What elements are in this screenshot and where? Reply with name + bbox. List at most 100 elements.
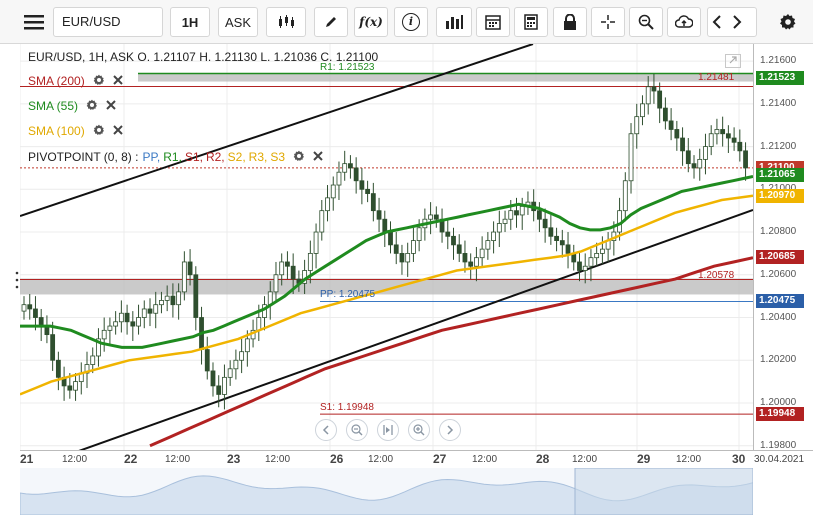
zoom-out-button[interactable] <box>346 419 368 441</box>
pivot-close-icon[interactable] <box>313 150 323 164</box>
legend-pivot-r3: R3, <box>248 150 268 164</box>
draw-button[interactable] <box>314 7 348 37</box>
zoom-button[interactable] <box>629 7 663 37</box>
prev-arrow-icon[interactable] <box>712 15 732 29</box>
zoom-in-button[interactable] <box>408 419 430 441</box>
candle-body <box>474 257 479 267</box>
ohlc-info: EUR/USD, 1H, ASK O. 1.21107 H. 1.21130 L… <box>28 50 379 64</box>
candle-body <box>290 265 296 280</box>
candle-body <box>348 163 353 169</box>
sma55-gear-icon[interactable] <box>86 99 98 114</box>
candle-body <box>645 86 651 105</box>
crosshair-button[interactable] <box>591 7 625 37</box>
price-tick-label: 1.20400 <box>760 311 797 323</box>
candle-body <box>668 120 674 130</box>
price-badge: 1.20685 <box>756 249 804 264</box>
candle-body <box>222 376 227 395</box>
magnifier-icon <box>638 14 654 30</box>
legend-pivotpoint: PIVOTPOINT (0, 8) : PP, R1, S1, R2, S2, … <box>28 148 323 166</box>
chart-type-button[interactable] <box>266 7 306 37</box>
price-type-button[interactable]: ASK <box>218 7 258 37</box>
candle-body <box>411 240 416 254</box>
settings-button[interactable] <box>772 7 804 37</box>
menu-button[interactable] <box>19 7 49 37</box>
candle-body <box>176 291 182 306</box>
timeframe-button[interactable]: 1H <box>170 7 210 37</box>
level-b-label: 1.20578 <box>698 270 735 281</box>
symbol-input[interactable]: EUR/USD <box>53 7 163 37</box>
time-tick-label: 30 <box>732 452 746 466</box>
price-tick-label: 1.21400 <box>760 97 797 109</box>
chart-area[interactable]: EUR/USD, 1H, ASK O. 1.21107 H. 1.21130 L… <box>20 44 753 450</box>
sma100-close-icon[interactable] <box>112 124 123 138</box>
calendar-button[interactable] <box>476 7 510 37</box>
legend-pivot-label[interactable]: PIVOTPOINT (0, 8) : <box>28 150 139 164</box>
candle-body <box>113 321 119 327</box>
candle-body <box>233 359 239 370</box>
lower-trend-line <box>78 209 753 450</box>
candle-body <box>708 133 714 147</box>
candle-body <box>714 129 720 135</box>
legend-sma200: SMA (200) <box>28 72 123 90</box>
scroll-left-button[interactable] <box>315 419 337 441</box>
info-button[interactable]: i <box>394 7 428 37</box>
price-axis[interactable]: 1.216001.214001.212001.210001.208001.206… <box>753 44 813 451</box>
sma100-line <box>20 194 753 396</box>
cloud-upload-button[interactable] <box>667 7 701 37</box>
candle-body <box>307 253 313 271</box>
volume-button[interactable] <box>436 7 472 37</box>
price-badge: 1.21065 <box>756 168 804 183</box>
candle-body <box>55 359 61 378</box>
reset-zoom-button[interactable] <box>377 419 399 441</box>
price-tick-label: 1.20000 <box>760 396 797 408</box>
price-chart[interactable] <box>20 44 753 450</box>
legend-sma55-label[interactable]: SMA (55) <box>28 99 79 113</box>
candle-body <box>405 253 411 263</box>
time-tick-label: 12:00 <box>165 454 191 465</box>
candle-body <box>703 146 708 160</box>
indicators-button[interactable]: f(x) <box>354 7 388 37</box>
candle-body <box>193 274 199 318</box>
candle-body <box>393 244 399 254</box>
candle-body <box>342 163 348 173</box>
scroll-right-button[interactable] <box>439 419 461 441</box>
sma200-close-icon[interactable] <box>112 74 123 88</box>
lock-button[interactable] <box>553 7 587 37</box>
next-arrow-icon[interactable] <box>732 15 752 29</box>
sma100-gear-icon[interactable] <box>93 124 105 139</box>
candle-body <box>124 312 130 323</box>
candle-body <box>164 295 170 301</box>
candle-body <box>227 368 233 378</box>
calculator-button[interactable] <box>514 7 548 37</box>
legend-pivot-pp: PP, <box>142 150 161 164</box>
price-tick-label: 1.20600 <box>760 268 797 280</box>
pivot-gear-icon[interactable] <box>293 150 305 165</box>
candle-body <box>319 210 325 233</box>
time-tick-label: 12:00 <box>572 454 598 465</box>
navigator[interactable] <box>19 467 754 516</box>
candle-body <box>657 90 663 109</box>
candle-body <box>428 214 433 220</box>
candle-body <box>502 218 508 224</box>
legend-sma100-label[interactable]: SMA (100) <box>28 124 85 138</box>
candle-body <box>651 86 657 92</box>
expand-chart-icon[interactable] <box>725 54 741 68</box>
candle-body <box>96 338 101 357</box>
candle-body <box>737 141 743 152</box>
time-axis[interactable]: 21 12:00 22 12:00 23 12:00 26 12:00 27 12:00 28 12:… <box>20 450 813 469</box>
candle-body <box>674 129 680 139</box>
drag-handle-icon[interactable] <box>15 270 19 290</box>
candle-body <box>514 210 519 216</box>
legend-sma200-label[interactable]: SMA (200) <box>28 74 85 88</box>
level-b-band <box>20 278 753 295</box>
sma200-gear-icon[interactable] <box>93 74 105 89</box>
time-tick-label: 12:00 <box>62 454 88 465</box>
candle-body <box>365 188 371 194</box>
candle-body <box>210 370 216 387</box>
candle-body <box>445 231 451 237</box>
candle-body <box>244 338 250 353</box>
candle-body <box>640 103 645 118</box>
lock-icon <box>564 14 576 30</box>
time-tick-label: 29 <box>637 452 651 466</box>
sma55-close-icon[interactable] <box>106 99 116 113</box>
